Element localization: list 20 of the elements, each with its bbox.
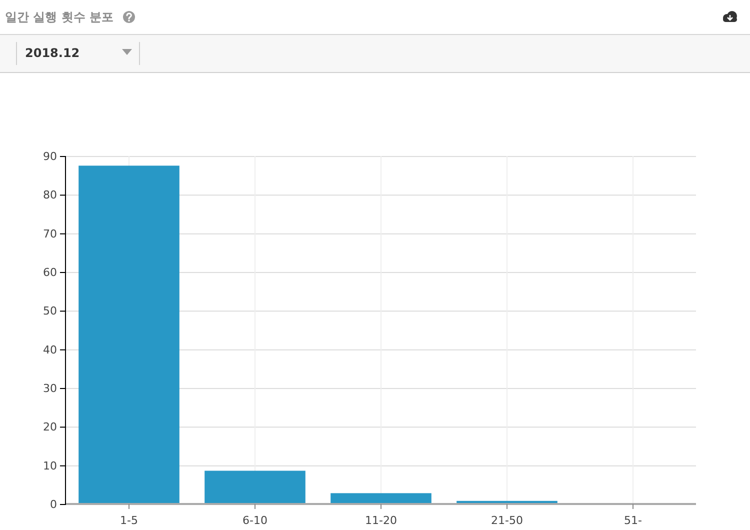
x-tick-label: 51-: [624, 514, 642, 527]
y-tick-label: 0: [50, 498, 57, 511]
y-tick-label: 40: [43, 343, 57, 356]
bar: [78, 166, 180, 504]
chart-title: 일간 실행 횟수 분포: [5, 10, 114, 24]
y-tick-label: 50: [43, 304, 57, 318]
x-tick-label: 6-10: [242, 514, 268, 527]
y-tick-label: 20: [43, 420, 57, 434]
y-tick-label: 80: [43, 188, 57, 202]
bar: [330, 493, 432, 504]
x-tick-label: 11-20: [365, 514, 397, 527]
y-tick-label: 90: [43, 150, 57, 163]
y-tick-label: 60: [43, 266, 57, 279]
chart-subtitle: 2018.12: [25, 46, 80, 60]
y-tick-label: 70: [43, 227, 57, 240]
y-tick-label: 10: [43, 459, 57, 472]
y-tick-label: 30: [43, 382, 57, 395]
bar: [204, 470, 306, 504]
x-tick-label: 1-5: [120, 514, 138, 527]
x-tick-label: 21-50: [491, 514, 523, 527]
